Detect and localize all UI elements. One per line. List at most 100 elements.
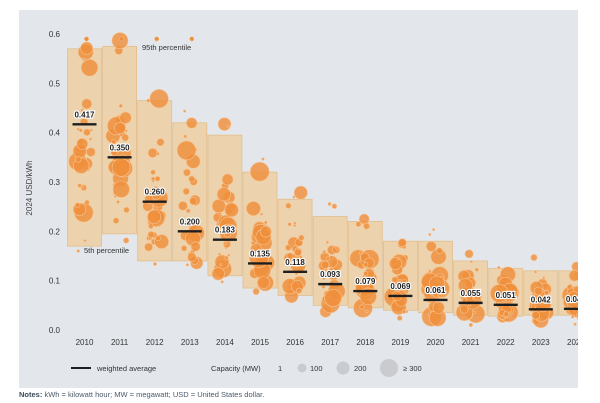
capacity-bubble [245,201,261,216]
x-tick-label: 2024 [567,338,578,347]
capacity-bubble [503,311,510,317]
capacity-bubble [74,202,81,208]
capacity-bubble [401,309,407,314]
capacity-bubble [118,103,123,108]
capacity-bubble [249,161,270,182]
capacity-bubble [119,36,125,42]
capacity-bubble [508,300,512,305]
capacity-bubble [216,187,231,202]
notes-label: Notes: [19,390,43,399]
capacity-bubble [78,128,83,133]
capacity-bubble [86,147,96,157]
weighted-average-label: 0.183 [215,226,236,235]
capacity-bubble [154,175,161,182]
y-tick-label: 0.1 [49,277,61,286]
legend-size-100-label: 100 [310,364,323,373]
capacity-bubble [324,289,342,307]
capacity-bubble [428,275,446,293]
capacity-bubble [150,169,156,175]
capacity-bubble [110,148,119,156]
capacity-bubble [224,255,229,260]
capacity-bubble [224,202,239,218]
capacity-bubble [123,237,130,244]
capacity-bubble [185,208,191,214]
capacity-bubble [325,256,331,261]
capacity-bubble [389,257,402,270]
capacity-bubble [84,36,89,42]
capacity-bubble [363,271,369,277]
legend-size-200-label: 200 [354,364,367,373]
capacity-bubble [221,173,234,186]
capacity-bubble [147,231,155,239]
capacity-bubble [396,315,403,321]
capacity-bubble [363,262,369,268]
weighted-average-label: 0.093 [320,270,341,279]
weighted-average-label: 0.350 [110,143,131,152]
capacity-bubble [322,250,326,254]
capacity-bubble [223,241,227,246]
y-tick-label: 0.3 [49,178,61,187]
capacity-bubble [398,238,407,248]
capacity-bubble [285,202,292,209]
capacity-bubble [396,257,400,261]
capacity-bubble [156,152,160,156]
weighted-average-label: 0.200 [180,217,201,226]
capacity-bubble [286,252,294,260]
capacity-bubble [189,36,195,42]
chart-panel: 2024 USD/kWh 0.0 0.1 0.2 0.3 0.4 0.5 0.6 0.417… [19,10,578,388]
capacity-bubble [363,222,370,230]
capacity-bubble [80,41,94,55]
capacity-bubble [533,270,538,274]
capacity-bubble [365,309,369,314]
legend-size-1-label: 1 [278,364,282,373]
weighted-average-label: 0.055 [461,289,482,298]
lcoe-chart: 2024 USD/kWh 0.0 0.1 0.2 0.3 0.4 0.5 0.6 0.417… [25,30,578,377]
capacity-bubble [474,267,479,272]
capacity-bubble [432,301,445,314]
capacity-bubble [321,284,326,289]
capacity-bubble [335,246,339,250]
capacity-bubble [359,304,365,310]
capacity-bubble [153,262,157,266]
capacity-bubble [259,225,272,238]
x-tick-label: 2015 [251,338,269,347]
capacity-bubble [189,197,198,206]
capacity-bubble [568,269,578,282]
capacity-bubble [219,263,223,267]
capacity-bubble [575,313,578,318]
legend-size-300-label: ≥ 300 [403,364,422,373]
x-tick-label: 2014 [216,338,234,347]
capacity-bubble [401,278,407,285]
capacity-bubble [111,139,117,145]
y-tick-label: 0.4 [49,129,61,138]
capacity-bubble [573,322,577,326]
capacity-bubble [292,195,296,199]
capacity-bubble [327,202,332,206]
capacity-bubble [252,287,260,296]
capacity-bubble [257,276,270,289]
legend-size-200-bubble [336,361,350,375]
capacity-bubble [119,111,132,124]
x-tick-label: 2022 [497,338,515,347]
capacity-bubble [188,175,196,183]
capacity-bubble [83,239,87,243]
capacity-bubble [223,230,232,238]
capacity-bubble [428,269,432,273]
y-tick-label: 0.0 [49,326,61,335]
capacity-bubble [531,311,540,320]
capacity-bubble [293,185,308,200]
capacity-bubble [211,198,226,214]
legend-size-100-bubble [297,363,307,373]
x-tick-label: 2023 [532,338,550,347]
legend-capacity-title: Capacity (MW) [211,364,261,373]
capacity-bubble [425,240,437,252]
legend: weighted average Capacity (MW) 1 100 200… [71,359,422,377]
x-tick-label: 2013 [181,338,199,347]
capacity-bubble [187,252,197,262]
capacity-bubble [116,200,120,204]
legend-size-300-bubble [380,359,398,377]
capacity-bubble [530,254,538,262]
weighted-average-label: 0.043 [566,295,578,304]
capacity-bubble [391,276,398,283]
capacity-bubble [542,276,546,280]
